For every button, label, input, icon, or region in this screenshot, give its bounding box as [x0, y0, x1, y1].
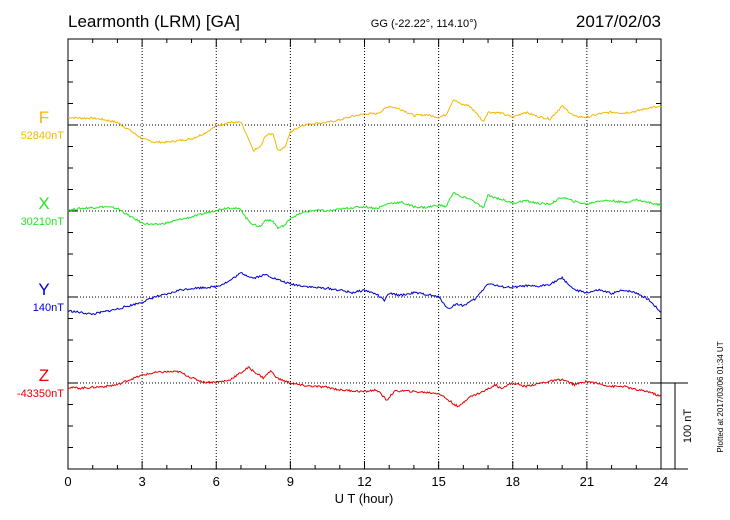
trace-y: [67, 272, 662, 316]
series-baseline-x: 30210nT: [21, 216, 65, 228]
trace-f: [67, 99, 662, 152]
series-labels: F 52840nT X 30210nT Y 140nT Z -43350nT: [17, 108, 64, 400]
series-name-x: X: [38, 194, 49, 213]
chart-title: Learmonth (LRM) [GA]: [68, 12, 240, 31]
coordinates-label: GG (-22.22°, 114.10°): [371, 18, 477, 30]
series-name-f: F: [39, 108, 49, 127]
grid: [68, 39, 661, 469]
series-baseline-z: -43350nT: [17, 388, 64, 400]
x-tick-label: 3: [139, 474, 146, 489]
scale-bar-label: 100 nT: [682, 409, 694, 444]
series-baseline-f: 52840nT: [21, 130, 65, 142]
x-axis-label: U T (hour): [335, 491, 394, 506]
plot-frame: [67, 38, 662, 470]
plotted-at-note: Plotted at 2017/03/06 01:34 UT: [716, 341, 725, 452]
series-baseline-y: 140nT: [33, 302, 64, 314]
series-name-y: Y: [38, 280, 49, 299]
x-tick-label: 6: [213, 474, 220, 489]
x-tick-label: 9: [287, 474, 294, 489]
x-tick-label: 0: [64, 474, 71, 489]
axis-ticks: [67, 39, 662, 469]
x-tick-labels: 0 3 6 9 12 15 18 21 24: [64, 474, 668, 489]
trace-x: [67, 192, 662, 230]
x-tick-label: 12: [357, 474, 371, 489]
x-tick-label: 24: [654, 474, 668, 489]
x-tick-label: 15: [431, 474, 445, 489]
trace-z: [67, 366, 662, 408]
x-tick-label: 18: [506, 474, 520, 489]
traces: [67, 99, 662, 408]
date-label: 2017/02/03: [576, 12, 661, 31]
x-tick-label: 21: [580, 474, 594, 489]
scale-bar: [661, 382, 688, 470]
series-name-z: Z: [39, 366, 49, 385]
